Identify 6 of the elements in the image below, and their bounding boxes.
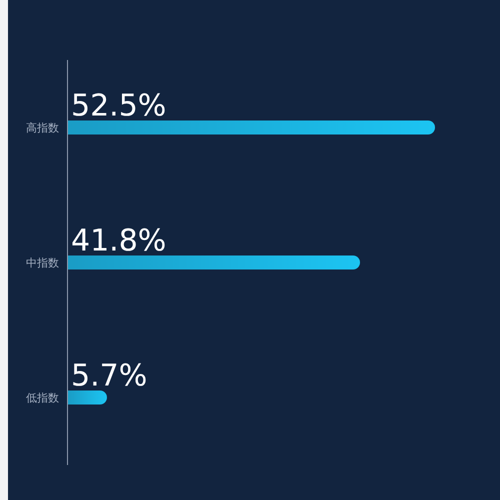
y-tick-label: 中指数 — [26, 256, 59, 270]
y-tick-label: 低指数 — [26, 392, 59, 404]
data-label: 5.7% — [71, 358, 148, 394]
y-tick-label: 高指数 — [26, 122, 59, 134]
data-label: 41.8% — [71, 224, 166, 258]
data-label: 52.5% — [71, 88, 166, 124]
